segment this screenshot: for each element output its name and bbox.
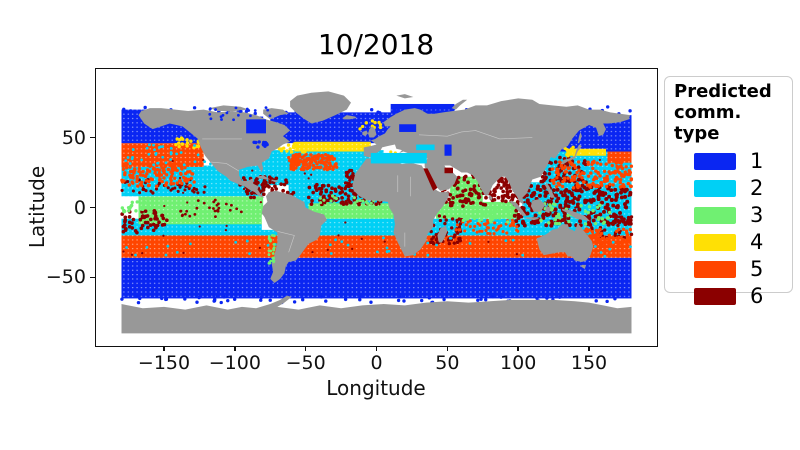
legend-title-line2: comm. type bbox=[674, 101, 742, 144]
land-madagascar bbox=[437, 225, 448, 243]
plot-title: 10/2018 bbox=[317, 28, 435, 61]
land-cuba bbox=[256, 175, 271, 180]
sea-red-sea bbox=[423, 168, 438, 191]
land-novaya-zemlya bbox=[451, 99, 468, 110]
land-sri-lanka bbox=[488, 194, 493, 201]
x-tick-mark bbox=[517, 346, 519, 351]
y-tick-label: 0 bbox=[73, 196, 86, 219]
land-sulawesi bbox=[545, 206, 551, 214]
legend-item: 2 bbox=[674, 175, 792, 200]
world-map bbox=[120, 91, 634, 334]
legend-item-label: 5 bbox=[750, 256, 764, 281]
x-tick-label: −50 bbox=[285, 352, 326, 374]
legend-swatch bbox=[694, 233, 736, 251]
x-axis-label: Longitude bbox=[326, 376, 426, 400]
land-sakhalin bbox=[577, 131, 582, 144]
y-tick-mark bbox=[90, 136, 95, 139]
x-tick-mark bbox=[234, 346, 236, 351]
legend-item-label: 6 bbox=[750, 283, 764, 308]
x-tick-label: 0 bbox=[370, 352, 383, 374]
legend-swatch bbox=[694, 206, 736, 224]
x-tick-label: −100 bbox=[208, 352, 261, 374]
land-philippines bbox=[545, 182, 555, 198]
land-antarctica bbox=[121, 295, 632, 334]
y-axis-label: Latitude bbox=[25, 165, 49, 249]
land-south-america bbox=[261, 190, 327, 284]
legend-title: Predicted comm. type bbox=[674, 81, 792, 145]
land-hispaniola bbox=[271, 179, 279, 183]
legend-item: 1 bbox=[674, 148, 792, 173]
legend-item-label: 3 bbox=[750, 202, 764, 227]
x-tick-label: 100 bbox=[500, 352, 537, 374]
land-japan bbox=[560, 144, 582, 165]
land-greenland bbox=[290, 91, 351, 124]
legend-swatch bbox=[694, 179, 736, 197]
sea-caspian-sea bbox=[444, 144, 452, 156]
x-tick-mark bbox=[163, 346, 165, 351]
sea-black-sea bbox=[416, 144, 435, 151]
land-java bbox=[525, 217, 540, 221]
legend-item: 3 bbox=[674, 202, 792, 227]
legend-swatch bbox=[694, 287, 736, 305]
legend-item-label: 2 bbox=[750, 175, 764, 200]
land-arctic-islands bbox=[209, 105, 249, 111]
legend-item-label: 1 bbox=[750, 148, 764, 173]
legend-item: 6 bbox=[674, 283, 792, 308]
y-tick-mark bbox=[90, 276, 95, 279]
y-tick-label: 50 bbox=[61, 126, 86, 149]
land-great-britain bbox=[368, 126, 377, 138]
land-sumatra bbox=[509, 200, 527, 216]
sea-baltic-sea bbox=[399, 124, 417, 132]
legend-title-line1: Predicted bbox=[674, 81, 772, 102]
land-tasmania bbox=[580, 264, 587, 270]
legend-item: 5 bbox=[674, 256, 792, 281]
x-tick-label: 50 bbox=[435, 352, 460, 374]
y-tick-mark bbox=[90, 206, 95, 209]
legend-swatch bbox=[694, 152, 736, 170]
x-tick-label: 150 bbox=[570, 352, 608, 374]
x-tick-mark bbox=[446, 346, 449, 351]
land-iceland bbox=[342, 115, 357, 120]
land-svalbard bbox=[396, 94, 414, 99]
land-africa bbox=[352, 157, 449, 257]
land-ireland bbox=[362, 130, 368, 137]
x-tick-mark bbox=[304, 346, 307, 351]
sea-persian-gulf bbox=[444, 167, 453, 174]
legend-swatch bbox=[694, 260, 736, 278]
country-borders bbox=[202, 130, 533, 253]
x-tick-label: −150 bbox=[137, 352, 191, 374]
land-new-guinea bbox=[562, 208, 591, 222]
land-borneo bbox=[530, 199, 546, 212]
sea-mediterranean bbox=[370, 152, 427, 164]
land-eurasia bbox=[363, 98, 631, 205]
sea-hudson-bay bbox=[246, 119, 266, 134]
inland-seas bbox=[208, 106, 453, 265]
y-tick-label: −50 bbox=[45, 266, 86, 289]
legend-item: 4 bbox=[674, 229, 792, 254]
x-tick-mark bbox=[588, 346, 590, 351]
land-australia bbox=[536, 222, 594, 263]
x-tick-mark bbox=[375, 346, 378, 351]
map-axes bbox=[95, 68, 658, 347]
legend-item-label: 4 bbox=[750, 229, 764, 254]
